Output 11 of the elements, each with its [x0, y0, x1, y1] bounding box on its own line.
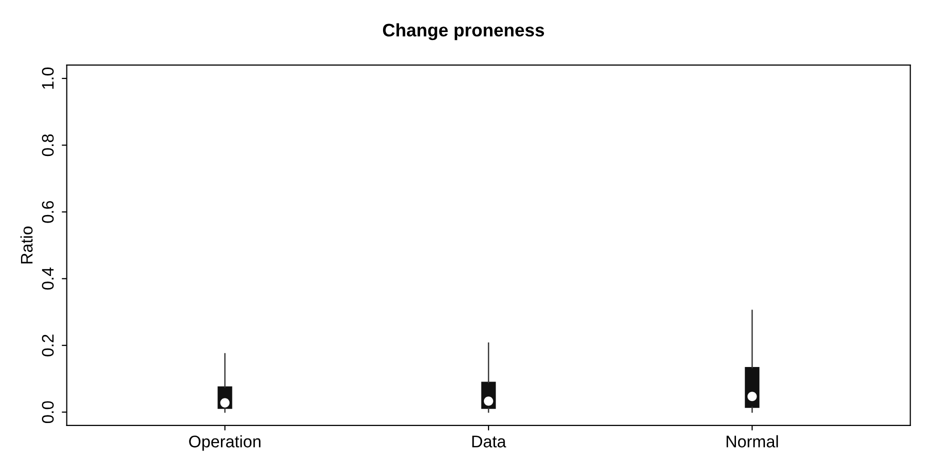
y-tick-label: 1.0	[42, 68, 54, 89]
y-tick-label: 0.6	[42, 201, 54, 223]
x-tick-label: Data	[472, 436, 506, 448]
x-tick-label: Operation	[189, 435, 260, 451]
y-tick-label: 0.0	[42, 401, 54, 424]
y-axis-title: Ratio	[20, 226, 33, 264]
x-tick-label: Normal	[726, 435, 778, 448]
y-tick-label: 0.4	[42, 268, 54, 290]
y-tick-label: 0.2	[42, 334, 54, 356]
chart-title: Change proneness	[382, 23, 544, 40]
y-tick-label: 0.8	[42, 134, 54, 156]
